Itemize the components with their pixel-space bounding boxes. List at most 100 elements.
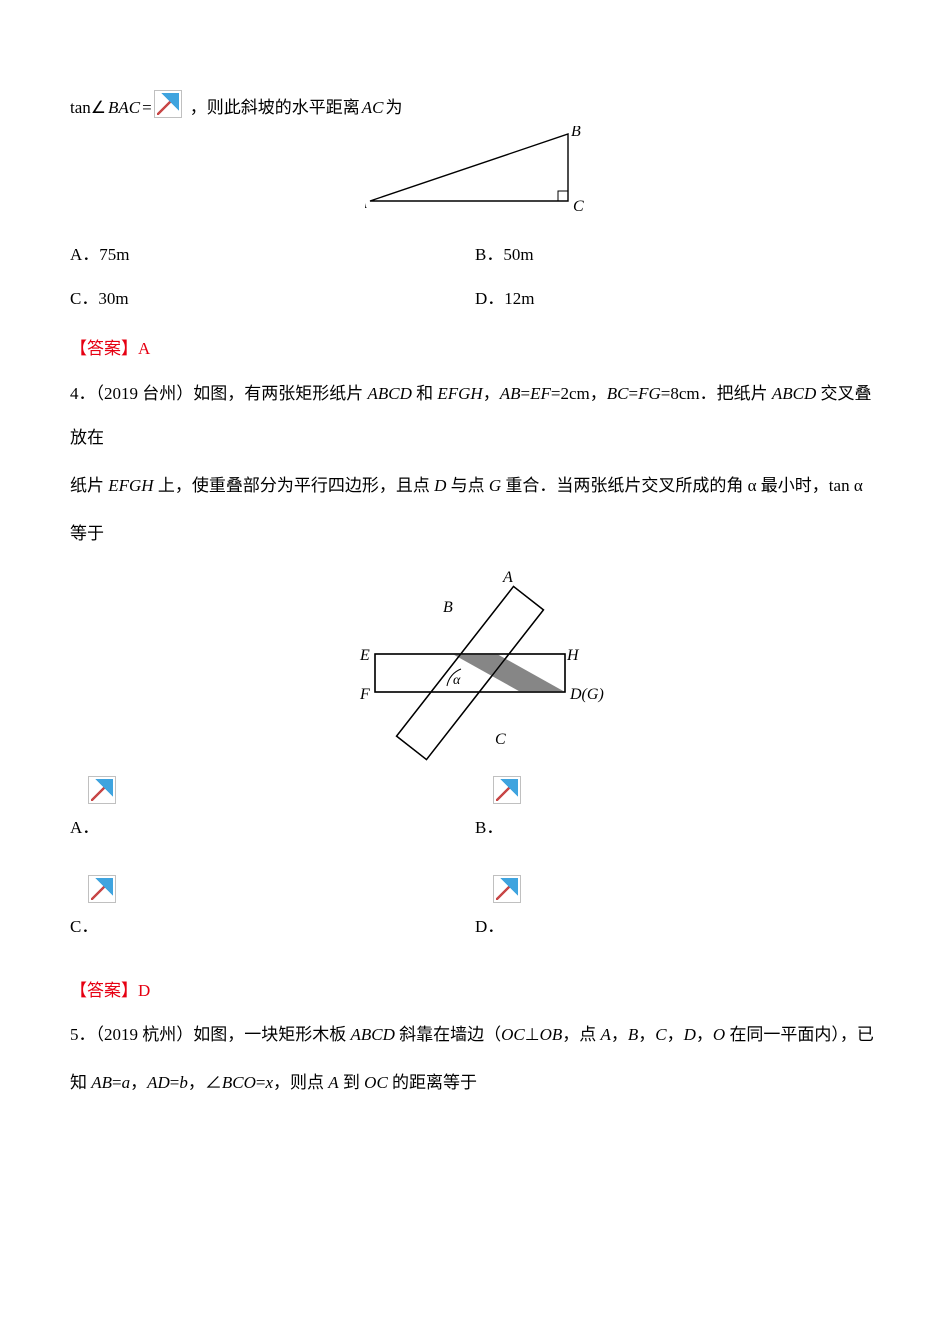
q4-figure: α A B E F H D(G) C xyxy=(70,564,880,764)
q5-t15: 到 xyxy=(339,1073,365,1092)
q5-line2: 知 AB=a，AD=b，∠BCO=x，则点 A 到 OC 的距离等于 xyxy=(70,1061,880,1105)
q4-lf: F xyxy=(359,686,370,703)
q4-opt-c-text: C． xyxy=(70,905,98,949)
q3-answer-value: A xyxy=(138,339,150,358)
q4-options: A． B． C． D． xyxy=(70,776,880,948)
q3-tan-suffix: ，则此斜坡的水平距离 xyxy=(190,93,360,118)
q3-label-b: B xyxy=(571,126,581,140)
q4-opt-d-wrap: D． xyxy=(475,875,521,949)
q5-t16: 的距离等于 xyxy=(388,1073,477,1092)
q4-v4: EF xyxy=(530,384,551,403)
q5-t4: ， xyxy=(611,1025,628,1044)
q3-opt-d-text: D．12m xyxy=(475,277,535,321)
q4-line1: 4．（2019 台州）如图，有两张矩形纸片 ABCD 和 EFGH，AB=EF=… xyxy=(70,372,880,460)
q5-l2a: 知 xyxy=(70,1073,91,1092)
q4-opt-a: A． xyxy=(70,776,475,850)
q4-opt-b: B． xyxy=(475,776,880,850)
q5-t5: ， xyxy=(638,1025,655,1044)
q3-label-a: A xyxy=(365,195,367,212)
q3-triangle-svg: A B C xyxy=(365,126,585,221)
q3-options: A．75m B．50m C．30m D．12m xyxy=(70,233,880,321)
q5-v14: x xyxy=(265,1073,273,1092)
q4-opt-a-text: A． xyxy=(70,806,99,850)
broken-image-icon xyxy=(154,90,182,118)
q4-ldg: D(G) xyxy=(569,686,604,703)
q4-opt-b-text: B． xyxy=(475,806,503,850)
q4-prefix: 4．（2019 台州）如图，有两张矩形纸片 xyxy=(70,384,363,403)
q3-label-c: C xyxy=(573,198,584,215)
q4-l2a: 纸片 xyxy=(70,476,104,495)
q4-opt-c: C． xyxy=(70,875,475,949)
q5-t2: ⊥ xyxy=(525,1025,540,1044)
q5-v9: AB xyxy=(91,1073,112,1092)
q3-opt-c-text: C．30m xyxy=(70,277,129,321)
q4-opt-c-wrap: C． xyxy=(70,875,116,949)
q5-t11: = xyxy=(170,1073,180,1092)
q3-opt-b-text: B．50m xyxy=(475,233,534,277)
q4-v8: EFGH xyxy=(104,476,154,495)
q4-t4: =2cm， xyxy=(551,384,607,403)
q3-eq: = xyxy=(142,98,152,118)
broken-image-icon xyxy=(88,875,116,903)
q5-v2: OC xyxy=(501,1025,525,1044)
q5-v16: OC xyxy=(364,1073,388,1092)
q5-prefix: 5．（2019 杭州）如图，一块矩形木板 xyxy=(70,1025,346,1044)
q3-figure: A B C xyxy=(70,126,880,221)
q5-t6: ， xyxy=(667,1025,684,1044)
broken-image-icon xyxy=(493,776,521,804)
q4-v1: ABCD xyxy=(363,384,412,403)
q4-v10: G xyxy=(485,476,506,495)
q3-opt-d: D．12m xyxy=(475,277,880,321)
q4-t1: 和 xyxy=(412,384,438,403)
q4-t5: = xyxy=(628,384,638,403)
q3-opt-c: C．30m xyxy=(70,277,475,321)
q4-le: E xyxy=(359,647,370,664)
q4-opt-d: D． xyxy=(475,875,880,949)
q4-t2: ， xyxy=(483,384,500,403)
q3-tan-img xyxy=(154,90,182,118)
q3-suffix2: 为 xyxy=(385,93,402,118)
q4-l2d: 重合．当两张纸片交叉所成的角 α 最小时，tan α xyxy=(505,476,862,495)
q5-t1: 斜靠在墙边（ xyxy=(395,1025,501,1044)
q3-opt-a: A．75m xyxy=(70,233,475,277)
q5-v12: b xyxy=(179,1073,188,1092)
q5-v3: OB xyxy=(540,1025,563,1044)
q4-v5: BC xyxy=(607,384,629,403)
q5-v11: AD xyxy=(147,1073,170,1092)
q3-tan-angle: BAC xyxy=(108,98,140,118)
q3-ac: AC xyxy=(362,98,384,118)
q4-la: A xyxy=(502,569,513,586)
q5-v15: A xyxy=(324,1073,339,1092)
q5-v6: C xyxy=(655,1025,666,1044)
broken-image-icon xyxy=(88,776,116,804)
q5-t7: ， xyxy=(696,1025,713,1044)
q4-t6: =8cm．把纸片 xyxy=(661,384,768,403)
q3-opt-b: B．50m xyxy=(475,233,880,277)
q3-opt-a-text: A．75m xyxy=(70,233,130,277)
q5-v10: a xyxy=(122,1073,131,1092)
q4-lh: H xyxy=(566,647,580,664)
q5-t8: 在同一平面内），已 xyxy=(725,1025,874,1044)
q4-answer: 【答案】D xyxy=(70,969,880,1013)
q3-answer: 【答案】A xyxy=(70,327,880,371)
q4-v9: D xyxy=(430,476,451,495)
q3-answer-label: 【答案】 xyxy=(70,339,138,358)
q3-tan-line: tan∠BAC= ，则此斜坡的水平距离 AC 为 xyxy=(70,90,880,118)
q4-v7: ABCD xyxy=(768,384,817,403)
q5-v13: BCO xyxy=(222,1073,256,1092)
q5-v8: O xyxy=(713,1025,725,1044)
q4-v3: AB xyxy=(500,384,521,403)
q5-v1: ABCD xyxy=(346,1025,395,1044)
q4-opt-a-wrap: A． xyxy=(70,776,116,850)
q4-lb: B xyxy=(443,599,453,616)
page: tan∠BAC= ，则此斜坡的水平距离 AC 为 A B C A．75m B．5… xyxy=(0,0,950,1169)
q4-answer-value: D xyxy=(138,981,150,1000)
q4-opt-b-wrap: B． xyxy=(475,776,521,850)
q4-l2b: 上，使重叠部分为平行四边形，且点 xyxy=(154,476,430,495)
q5-v7: D xyxy=(684,1025,696,1044)
broken-image-icon xyxy=(493,875,521,903)
q5-line1: 5．（2019 杭州）如图，一块矩形木板 ABCD 斜靠在墙边（OC⊥OB，点 … xyxy=(70,1013,880,1057)
q4-t3: = xyxy=(521,384,531,403)
q4-v2: EFGH xyxy=(437,384,482,403)
q5-t12: ，∠ xyxy=(188,1073,222,1092)
